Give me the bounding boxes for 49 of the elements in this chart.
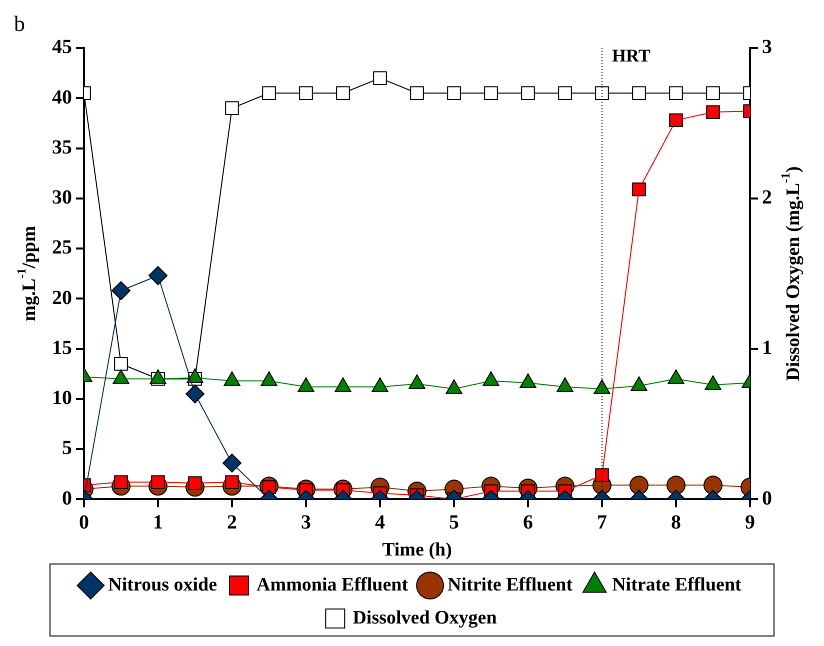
x-tick-label: 3 [301,511,311,534]
x-tick-label: 1 [153,511,163,534]
y2-axis-title: Dissolved Oxygen (mg.L-1) [778,166,804,381]
point [484,86,498,100]
point [373,71,387,85]
point [595,86,609,100]
y2-tick-label: 2 [762,186,772,209]
y-tick-label: 45 [52,36,72,58]
y-tick-label: 35 [52,136,72,158]
x-tick-label: 2 [227,511,237,534]
point [114,356,128,371]
x-tick-label: 5 [449,511,459,534]
x-tick-label: 6 [523,511,533,534]
y-axis-title: mg.L-1/ppm [14,226,40,322]
text: b [14,10,25,36]
x-tick-label: 9 [745,511,755,534]
point [225,101,239,116]
y-tick-label: 0 [62,487,72,510]
point [521,86,535,100]
y-tick-label: 10 [52,387,72,410]
point [558,86,572,100]
legend-label: Nitrite Effluent [448,574,574,596]
y-tick-label: 20 [52,286,72,309]
point [336,86,350,100]
x-tick-label: 4 [375,511,385,534]
y-tick-label: 5 [62,437,72,460]
point [632,86,646,100]
point [669,86,683,100]
point [410,86,424,100]
ref-line-label: HRT [612,46,650,66]
x-tick-label: 7 [597,511,607,534]
legend-label: Nitrate Effluent [612,574,742,596]
y2-tick-label: 0 [762,487,772,510]
y-tick-label: 40 [52,86,72,108]
legend-label: Dissolved Oxygen [352,607,498,628]
point [447,86,461,100]
point [262,86,276,100]
legend-label: Nitrous oxide [108,574,218,596]
x-axis-title: Time (h) [382,540,452,561]
y-tick-label: 15 [52,336,72,359]
y2-tick-label: 3 [762,36,772,58]
x-tick-label: 0 [79,511,89,534]
point [299,86,313,100]
y-tick-label: 30 [52,186,72,209]
legend-label: Ammonia Effluent [256,574,409,596]
point [706,86,720,100]
x-tick-label: 8 [671,511,681,534]
y2-tick-label: 1 [762,336,772,359]
y-tick-label: 25 [52,236,72,259]
